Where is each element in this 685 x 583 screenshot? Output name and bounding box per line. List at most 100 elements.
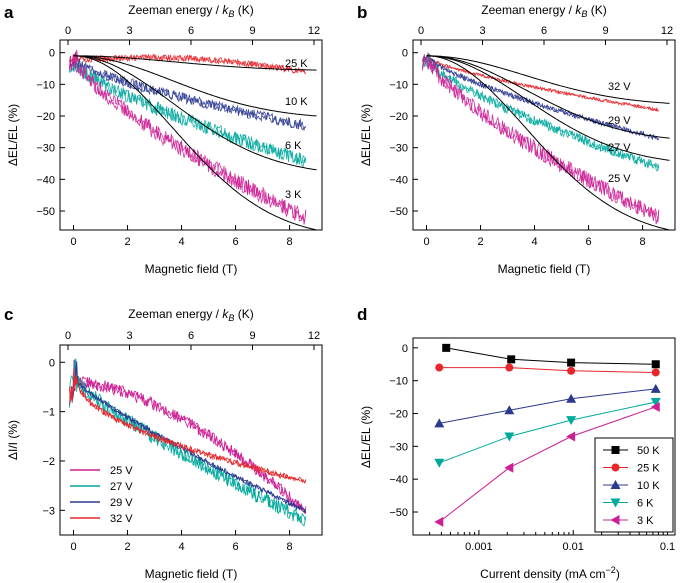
legend-label: 32 V (110, 513, 133, 525)
marker-triangle-up (650, 383, 661, 393)
panel-c: c 0 2 4 6 80−1−2−30 3 6 9 12 Magnetic field (T) … (4, 305, 323, 581)
series-3k-fit-line (73, 55, 317, 231)
series-27v-trace (69, 359, 307, 527)
panel-b-xtick-label: 6 (586, 236, 592, 248)
panel-a-xtick-label: 8 (287, 236, 293, 248)
panel-b-ytick-label: −30 (389, 143, 408, 155)
series-6k-fit-line (73, 55, 317, 171)
marker-triangle-left (504, 462, 514, 473)
panel-a-plot: 0 2 4 6 8 0 −10 −20 −30 −40 −50 0 3 6 9 12 (36, 25, 320, 248)
marker-triangle-up (434, 418, 445, 428)
series-32v-trace (69, 374, 307, 485)
panel-a-xlabel: Magnetic field (T) (145, 262, 238, 276)
panel-b-annotation: 32 V (608, 81, 631, 93)
panel-b-label: b (357, 3, 367, 22)
series-25k-fit-line (73, 55, 317, 71)
panel-a-frame (59, 39, 323, 231)
series-3k-line (438, 406, 656, 523)
series-25v-fit-line (426, 55, 670, 231)
panel-a-ylabel: ΔEL/EL (%) (6, 104, 20, 166)
panel-a-annotation: 25 K (285, 58, 308, 70)
panel-c-legend: 25 V 27 V 29 V 32 V (70, 465, 133, 525)
panel-d-ytick-label: −50 (389, 507, 408, 519)
panel-c-xtick-label: 2 (124, 541, 130, 553)
panel-b-ylabel: ΔEL/EL (%) (359, 104, 373, 166)
panel-b-top-tick-label: 12 (661, 25, 673, 37)
panel-c-plot: 0 2 4 6 8 0 −1 −2 −3 0 3 6 9 12 (42, 330, 320, 553)
panel-c-frame (59, 344, 323, 536)
panel-c-top-tick-label: 6 (188, 330, 194, 342)
series-6k-trace (69, 60, 307, 165)
panel-c-xtick-label: 8 (287, 541, 293, 553)
panel-d-ytick-label: 0 (402, 343, 408, 355)
panel-b-frame (412, 39, 676, 231)
series-25v-trace (422, 56, 660, 222)
panel-c-ylabel: ΔI/I (%) (6, 420, 20, 460)
panel-b-ytick-label: −50 (389, 206, 408, 218)
legend-label: 10 K (637, 480, 660, 492)
panel-b-xtick-label: 2 (477, 236, 483, 248)
marker-triangle-down (566, 416, 577, 426)
series-10k-trace (69, 58, 306, 131)
series-32v-fit-line (426, 55, 670, 104)
panel-a-xtick-label: 4 (178, 236, 184, 248)
panel-a-xtick-label: 0 (70, 236, 76, 248)
series-3k-trace (69, 49, 307, 222)
marker-triangle-left (434, 516, 444, 527)
panel-d: d 0.001 0.01 0.1 0 −10 −20 −30 −40 −50 Current d… (357, 305, 676, 581)
series-10k-fit-line (73, 55, 317, 117)
panel-c-xtick-label: 0 (70, 541, 76, 553)
marker-triangle-left (610, 515, 620, 525)
panel-a: a 0 2 4 6 8 0 −10 −20 −30 −40 −50 0 3 6 9 12 Magnetic f… (4, 3, 323, 276)
panel-c-top-tick-label: 12 (308, 330, 320, 342)
series-50k-line (446, 347, 656, 365)
panel-a-top-tick-label: 3 (126, 25, 132, 37)
legend-label: 25 V (110, 465, 133, 477)
panel-a-ytick-label: −20 (36, 111, 55, 123)
panel-d-xtick-label: 0.001 (465, 541, 493, 553)
panel-a-top-tick-label: 12 (308, 25, 320, 37)
panel-a-ytick-label: 0 (49, 48, 55, 60)
series-25v-trace (69, 359, 307, 514)
series-25k-trace (69, 53, 307, 75)
panel-d-xtick-label: 0.1 (660, 541, 675, 553)
marker-triangle-down (504, 432, 515, 442)
series-27v-fit-line (426, 55, 670, 161)
panel-a-label: a (4, 3, 14, 22)
panel-b-annotation: 29 V (608, 115, 631, 127)
marker-circle (611, 463, 620, 472)
panel-a-top-tick-label: 6 (188, 25, 194, 37)
panel-b-xtick-label: 8 (640, 236, 646, 248)
panel-c-top-tick-label: 9 (249, 330, 255, 342)
panel-d-ytick-label: −10 (389, 376, 408, 388)
panel-c-ytick-label: −3 (42, 505, 55, 517)
marker-square (651, 360, 660, 369)
marker-triangle-left (566, 431, 576, 442)
panel-b-ytick-label: −40 (389, 174, 408, 186)
panel-b: b 0 2 4 6 8 0 −10 −20 −30 −40 −50 0 3 6 9 12 Magnetic f… (357, 3, 676, 276)
marker-triangle-up (504, 405, 515, 415)
panel-b-top-tick-label: 9 (602, 25, 608, 37)
legend-label: 3 K (637, 515, 654, 527)
panel-d-ytick-label: −30 (389, 441, 408, 453)
panel-d-ylabel: ΔEL/EL (%) (359, 406, 373, 468)
panel-b-top-tick-label: 0 (418, 25, 424, 37)
marker-square (507, 355, 516, 364)
panel-d-label: d (357, 305, 367, 324)
panel-b-top-xlabel: Zeeman energy / kB (K) (481, 3, 606, 19)
panel-b-ytick-label: −10 (389, 79, 408, 91)
panel-d-frame (412, 337, 676, 536)
series-10k-line (439, 388, 656, 424)
panel-a-top-tick-label: 9 (249, 25, 255, 37)
marker-square (442, 343, 451, 352)
marker-triangle-up (566, 393, 577, 403)
marker-circle (567, 366, 576, 375)
panel-a-top-xlabel: Zeeman energy / kB (K) (128, 3, 253, 19)
panel-d-ytick-label: −20 (389, 409, 408, 421)
legend-label: 29 V (110, 497, 133, 509)
panel-a-annotation: 3 K (285, 189, 302, 201)
marker-circle (505, 363, 514, 372)
panel-b-ytick-label: −20 (389, 111, 408, 123)
panel-d-ytick-label: −40 (389, 474, 408, 486)
